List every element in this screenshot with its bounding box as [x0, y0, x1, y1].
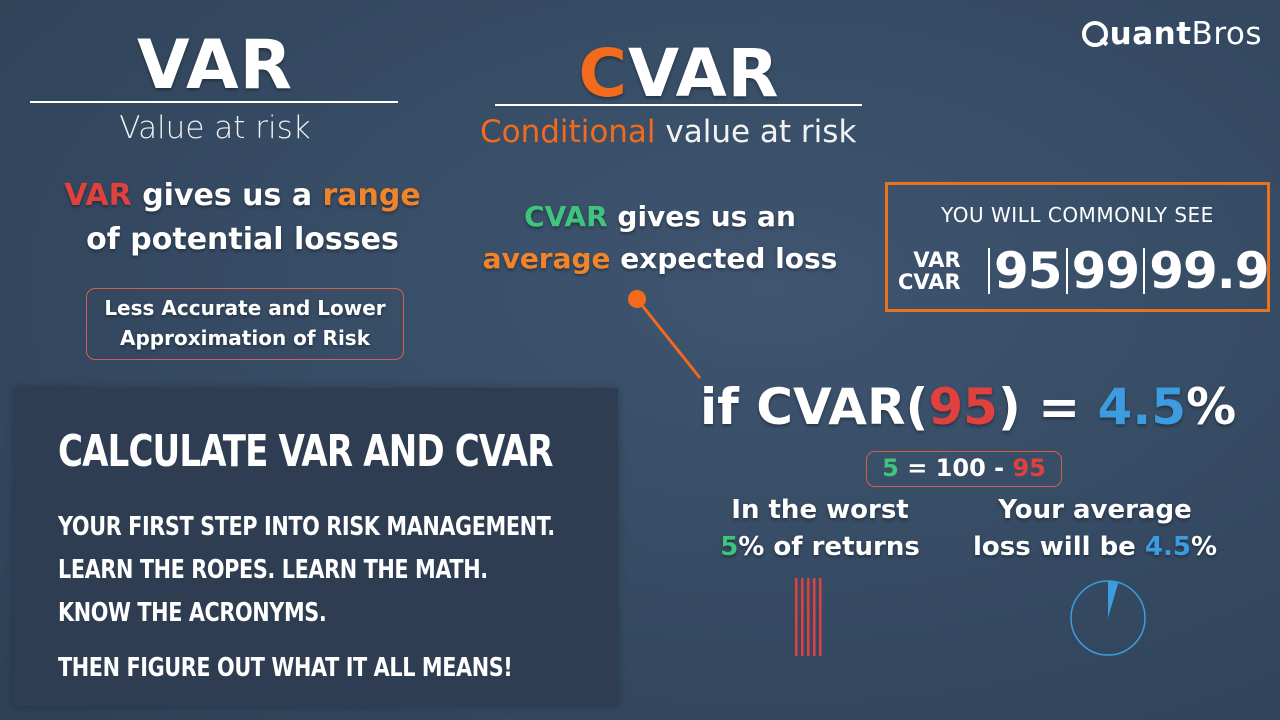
- panel-title: CALCULATE VAR AND CVAR: [58, 426, 553, 477]
- average-loss-pie: [1070, 580, 1146, 656]
- worst-return-bar: [813, 578, 816, 656]
- level-99-9: 99.9: [1149, 242, 1269, 300]
- avg-suffix: %: [1190, 532, 1217, 562]
- var-description-line2: of potential losses: [86, 222, 399, 257]
- tail-middle: = 100 -: [898, 454, 1013, 482]
- worst-line2-rest: % of returns: [738, 532, 920, 562]
- panel-line3: KNOW THE ACRONYMS.: [58, 598, 327, 628]
- common-levels-labels: VAR CVAR: [898, 249, 961, 293]
- panel-body: YOUR FIRST STEP INTO RISK MANAGEMENT. LE…: [58, 506, 555, 690]
- logo-q-icon: [1081, 21, 1108, 47]
- formula-prefix: if CVAR(: [700, 378, 929, 436]
- worst-returns-text: In the worst 5% of returns: [690, 492, 950, 566]
- level-99: 99: [1071, 242, 1141, 300]
- var-title: VAR: [137, 26, 293, 105]
- level-95: 95: [994, 242, 1063, 300]
- cvar-title: CVAR: [495, 34, 863, 114]
- label-var: VAR: [913, 248, 961, 272]
- cvar-formula: if CVAR(95) = 4.5%: [700, 378, 1240, 436]
- worst-line1: In the worst: [731, 495, 909, 525]
- common-levels-heading: YOU WILL COMMONLY SEE: [941, 203, 1214, 227]
- tail-confidence: 95: [1012, 454, 1046, 482]
- calculate-panel: CALCULATE VAR AND CVAR YOUR FIRST STEP I…: [14, 388, 618, 706]
- worst-line2: 5% of returns: [690, 529, 950, 566]
- avg-line1: Your average: [998, 495, 1192, 525]
- formula-middle: ) =: [997, 378, 1098, 436]
- cvar-divider: [495, 104, 862, 106]
- cvar-description-line2: average expected loss: [470, 238, 850, 280]
- panel-line2: LEARN THE ROPES. LEARN THE MATH.: [58, 555, 488, 585]
- tail-calculation: 5 = 100 - 95: [866, 451, 1062, 487]
- quantbros-logo: uant Bros: [1081, 16, 1262, 52]
- cvar-desc-text: gives us an: [607, 200, 796, 233]
- range-keyword: range: [322, 178, 421, 213]
- label-cvar: CVAR: [898, 270, 961, 294]
- separator: [1065, 248, 1068, 294]
- worst-return-bar: [795, 578, 798, 656]
- common-levels-box: YOU WILL COMMONLY SEE VAR CVAR 95 99 99.…: [885, 182, 1270, 312]
- cvar-desc-text2: expected loss: [610, 242, 838, 275]
- average-keyword: average: [482, 242, 611, 275]
- avg-value: 4.5: [1144, 532, 1191, 562]
- worst-return-bar: [801, 578, 804, 656]
- cvar-subtitle-rest: value at risk: [655, 114, 857, 150]
- logo-text-bold: uant: [1109, 16, 1192, 52]
- common-levels-values: 95 99 99.9: [984, 242, 1270, 300]
- var-description-line1: VAR gives us a range: [40, 174, 445, 218]
- worst-return-bar: [819, 578, 822, 656]
- var-keyword: VAR: [64, 178, 132, 213]
- tail-percent: 5: [882, 454, 899, 482]
- cvar-description-line1: CVAR gives us an: [470, 196, 850, 238]
- conditional-word: Conditional: [480, 114, 656, 150]
- average-loss-text: Your average loss will be 4.5%: [960, 492, 1230, 566]
- connector-line: [628, 290, 702, 379]
- panel-line1: YOUR FIRST STEP INTO RISK MANAGEMENT.: [58, 512, 555, 542]
- formula-confidence: 95: [928, 378, 998, 436]
- var-subtitle: Value at risk: [119, 110, 311, 146]
- cvar-title-c: C: [578, 35, 628, 112]
- var-description: VAR gives us a range of potential losses: [40, 174, 445, 262]
- cvar-title-rest: VAR: [627, 35, 780, 112]
- cvar-subtitle: Conditional value at risk: [480, 114, 900, 150]
- worst-return-bar: [807, 578, 810, 656]
- connector-stroke: [635, 298, 702, 379]
- avg-line2-pre: loss will be: [972, 532, 1145, 562]
- var-note-line1: Less Accurate and Lower: [104, 296, 386, 320]
- formula-suffix: %: [1186, 378, 1237, 436]
- separator: [1143, 248, 1146, 294]
- formula-result: 4.5: [1097, 378, 1187, 436]
- var-accuracy-note: Less Accurate and Lower Approximation of…: [86, 288, 404, 360]
- cvar-keyword: CVAR: [524, 200, 608, 233]
- panel-line4: THEN FIGURE OUT WHAT IT ALL MEANS!: [58, 653, 513, 683]
- worst-pct: 5: [720, 532, 739, 562]
- var-desc-text: gives us a: [131, 178, 323, 213]
- pie-slice: [1108, 581, 1119, 618]
- var-divider: [30, 101, 398, 103]
- logo-text-light: Bros: [1191, 16, 1262, 52]
- worst-returns-bars: [795, 578, 822, 656]
- cvar-description: CVAR gives us an average expected loss: [470, 196, 850, 280]
- avg-line2: loss will be 4.5%: [960, 529, 1230, 566]
- var-note-line2: Approximation of Risk: [119, 326, 371, 350]
- separator: [988, 248, 990, 294]
